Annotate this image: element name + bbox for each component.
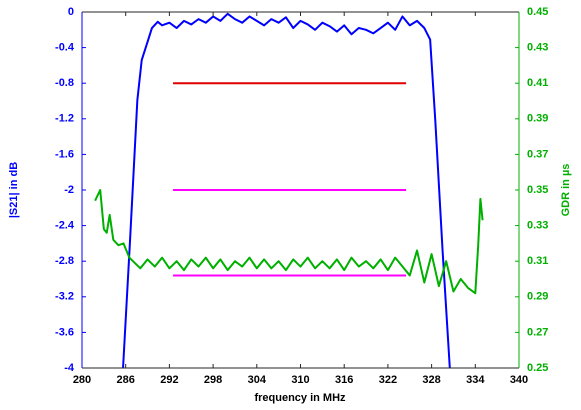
x-tick-label: 316 (335, 374, 353, 386)
y2-tick-label: 0.27 (527, 326, 548, 338)
x-tick-label: 322 (379, 374, 397, 386)
y2-tick-label: 0.41 (527, 77, 548, 89)
x-tick-label: 340 (510, 374, 528, 386)
x-tick-label: 304 (248, 374, 267, 386)
y2-tick-label: 0.25 (527, 362, 548, 374)
series-line (94, 189, 484, 295)
y2-tick-label: 0.39 (527, 113, 548, 125)
x-axis-label: frequency in MHz (254, 392, 346, 404)
y-axis-label: |S21| in dB (8, 162, 20, 218)
x-tick-label: 334 (466, 374, 485, 386)
y-tick-label: -2.4 (55, 220, 75, 232)
y-tick-label: -4 (64, 362, 75, 374)
y-tick-label: -1.6 (55, 148, 74, 160)
x-tick-label: 328 (422, 374, 440, 386)
y-tick-label: -0.4 (55, 42, 75, 54)
y2-tick-label: 0.31 (527, 255, 548, 267)
y-tick-label: -1.2 (55, 113, 74, 125)
series-line (122, 12, 451, 368)
x-tick-label: 310 (291, 374, 309, 386)
y-tick-label: -3.2 (55, 291, 74, 303)
y-tick-label: -2 (64, 184, 74, 196)
y2-tick-label: 0.45 (527, 6, 548, 18)
x-tick-label: 292 (160, 374, 178, 386)
y2-tick-label: 0.43 (527, 42, 548, 54)
data-layer (94, 12, 484, 368)
y2-axis-label: GDR in µs (560, 164, 572, 217)
y-tick-label: -2.8 (55, 255, 74, 267)
x-tick-label: 298 (204, 374, 222, 386)
y2-tick-label: 0.29 (527, 291, 548, 303)
y-tick-label: 0 (68, 6, 74, 18)
y2-tick-label: 0.33 (527, 220, 548, 232)
x-tick-label: 286 (117, 374, 135, 386)
y2-tick-label: 0.37 (527, 148, 548, 160)
y-tick-label: -0.8 (55, 77, 74, 89)
x-tick-label: 280 (73, 374, 91, 386)
y2-tick-label: 0.35 (527, 184, 548, 196)
y-tick-label: -3.6 (55, 326, 74, 338)
